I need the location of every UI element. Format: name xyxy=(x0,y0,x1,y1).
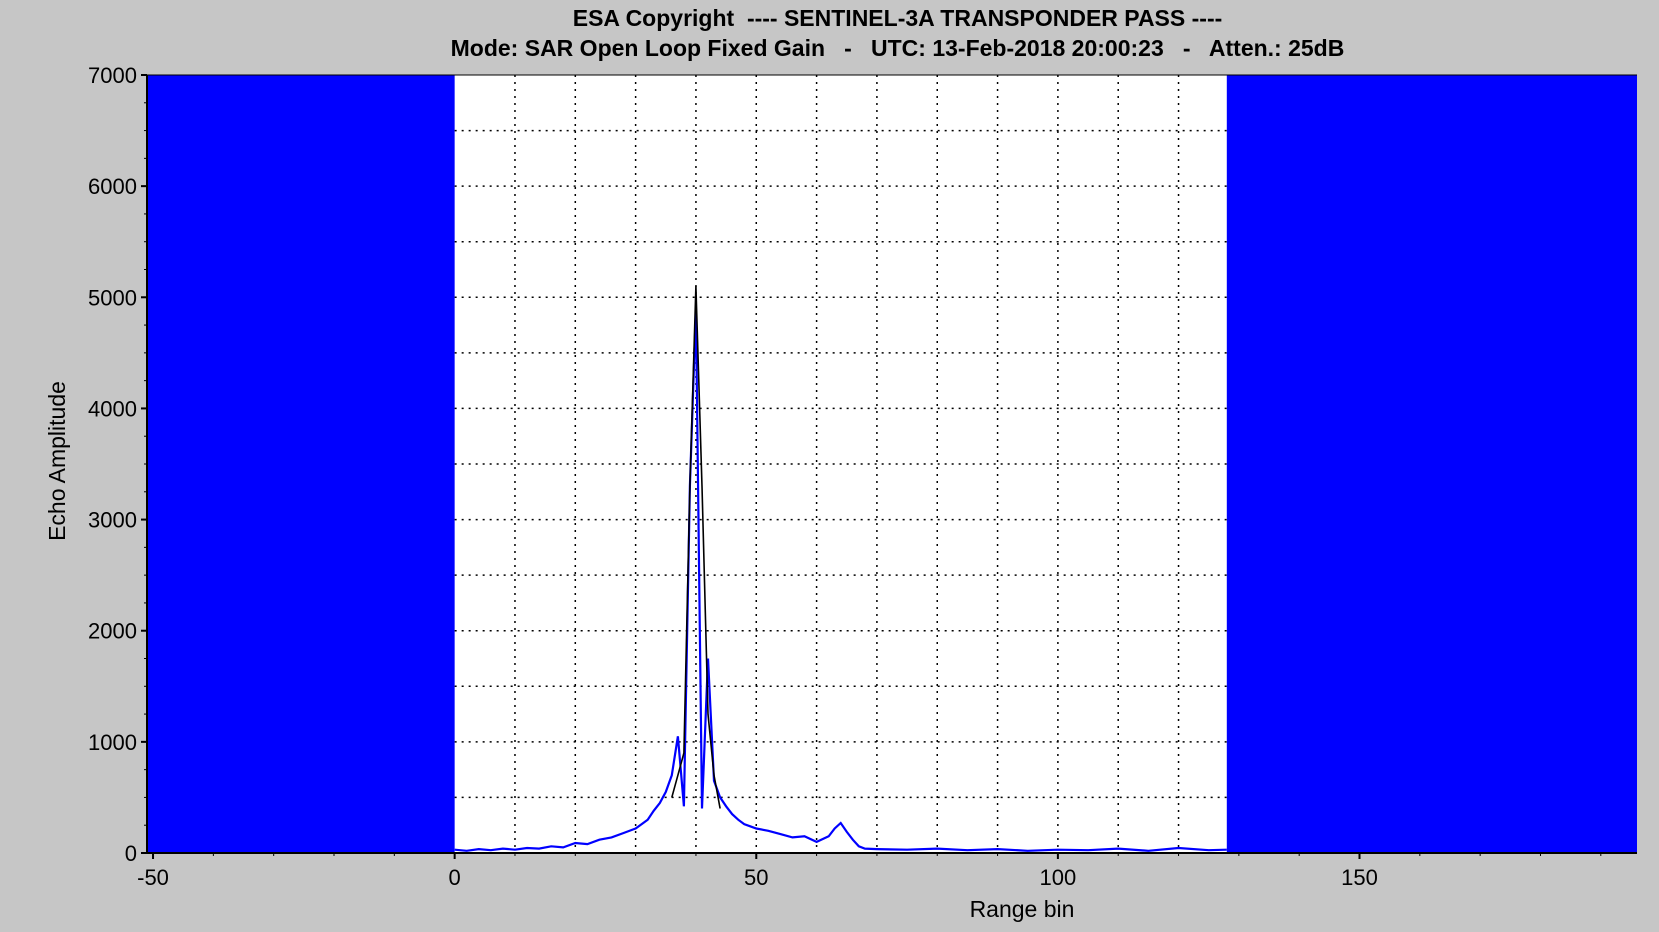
chart-title: ESA Copyright ---- SENTINEL-3A TRANSPOND… xyxy=(572,5,1223,31)
x-tick-label: -50 xyxy=(137,865,169,890)
y-tick-label: 1000 xyxy=(88,730,137,755)
x-tick-label: 0 xyxy=(449,865,461,890)
y-axis-title: Echo Amplitude xyxy=(44,381,70,541)
y-tick-label: 4000 xyxy=(88,396,137,421)
x-axis-title: Range bin xyxy=(970,896,1075,922)
y-tick-label: 3000 xyxy=(88,508,137,533)
chart-subtitle: Mode: SAR Open Loop Fixed Gain - UTC: 13… xyxy=(450,35,1345,61)
series-line-1 xyxy=(454,308,1227,852)
y-tick-label: 5000 xyxy=(88,285,137,310)
series-line-2 xyxy=(671,286,721,809)
x-tick-label: 50 xyxy=(744,865,768,890)
y-tick-label: 2000 xyxy=(88,619,137,644)
x-tick-label: 100 xyxy=(1040,865,1077,890)
y-tick-label: 6000 xyxy=(88,174,137,199)
y-tick-label: 0 xyxy=(125,841,137,866)
x-tick-label: 150 xyxy=(1341,865,1378,890)
y-tick-label: 7000 xyxy=(88,63,137,88)
